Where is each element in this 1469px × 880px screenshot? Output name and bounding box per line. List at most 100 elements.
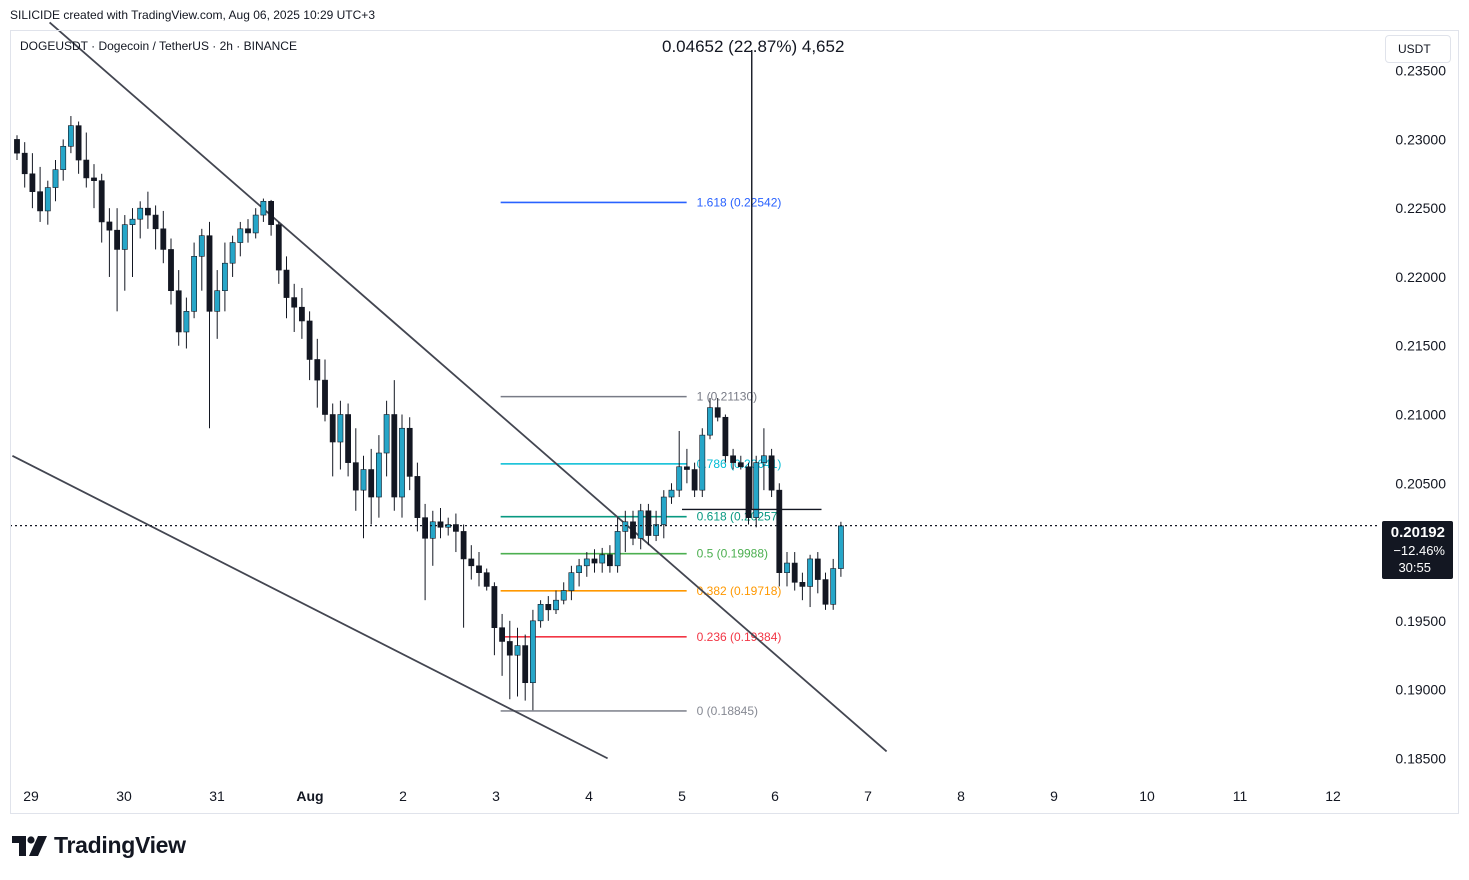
candle-down: [314, 359, 321, 381]
candle-up: [260, 201, 267, 216]
candle-down: [291, 297, 298, 308]
bar-countdown: 30:55: [1398, 560, 1431, 575]
candle-down: [606, 554, 613, 567]
fib-level-label: 0.5 (0.19988): [697, 547, 768, 561]
time-tick-label: 4: [585, 788, 593, 804]
candle-down: [522, 645, 529, 684]
price-tick-label: 0.23000: [1395, 131, 1446, 147]
time-axis[interactable]: 29 30 31 Aug 2 3 4 5 6 7 8 9 10 11 12: [23, 788, 1341, 804]
fib-level-label: 1 (0.21130): [697, 390, 758, 404]
candle-up: [52, 169, 59, 188]
candle-up: [807, 558, 813, 587]
candle-up: [614, 531, 621, 567]
candle-down: [468, 558, 475, 567]
price-tick-label: 0.21000: [1395, 407, 1446, 423]
candle-down: [776, 489, 783, 573]
candle-down: [29, 173, 36, 192]
candle-down: [98, 180, 105, 223]
candle-up: [753, 462, 760, 518]
candle-down: [145, 207, 151, 216]
upper-trendline[interactable]: [49, 21, 888, 753]
price-tick-label: 0.22500: [1395, 200, 1446, 216]
candle-down: [691, 469, 698, 491]
candle-down: [499, 627, 505, 642]
price-tick-label: 0.19500: [1395, 613, 1446, 629]
candle-down: [322, 379, 328, 415]
time-tick-label: 9: [1050, 788, 1058, 804]
candle-down: [21, 152, 28, 175]
candle-up: [375, 452, 382, 498]
tradingview-logo-icon: [12, 835, 47, 856]
candle-down: [168, 249, 174, 292]
candle-down: [799, 582, 806, 587]
candle-up: [583, 558, 590, 567]
candle-up: [229, 242, 236, 264]
candle-up: [637, 510, 644, 539]
candle-up: [222, 262, 228, 292]
candle-down: [406, 427, 413, 477]
candle-up: [560, 590, 567, 601]
candle-down: [730, 455, 736, 463]
price-tick-label: 0.22000: [1395, 269, 1446, 285]
candle-down: [683, 466, 690, 470]
tradingview-logo[interactable]: TradingView: [12, 832, 186, 859]
candle-up: [537, 604, 544, 622]
candle-down: [491, 586, 498, 628]
candle-down: [714, 407, 721, 418]
time-tick-label: Aug: [296, 788, 323, 804]
fib-level-label: 0 (0.18845): [697, 704, 758, 718]
candle-down: [206, 235, 213, 312]
candle-down: [591, 558, 598, 564]
price-tick-label: 0.21500: [1395, 338, 1446, 354]
chart-frame: [10, 30, 1459, 814]
candle-down: [283, 269, 290, 298]
price-range-measure[interactable]: [10, 50, 1380, 527]
candle-down: [437, 521, 444, 528]
candle-down: [352, 462, 359, 491]
time-tick-label: 7: [864, 788, 872, 804]
candle-up: [198, 235, 205, 257]
fib-level-label: 0.382 (0.19718): [697, 584, 782, 598]
candle-down: [114, 229, 120, 250]
candle-up: [214, 290, 221, 312]
candle-down: [14, 139, 20, 154]
candle-down: [460, 531, 467, 560]
currency-selector[interactable]: USDT: [1385, 35, 1451, 63]
candle-down: [175, 290, 182, 333]
lower-trendline[interactable]: [11, 454, 609, 760]
candle-down: [483, 572, 490, 587]
candle-up: [121, 224, 128, 250]
time-tick-label: 10: [1139, 788, 1155, 804]
candle-down: [476, 565, 482, 573]
candle-up: [383, 414, 390, 454]
candle-down: [822, 579, 829, 605]
candle-down: [645, 510, 652, 536]
candle-down: [152, 214, 159, 230]
price-tick-label: 0.18500: [1395, 750, 1446, 766]
attribution-text: SILICIDE created with TradingView.com, A…: [10, 8, 375, 22]
last-price-badge: 0.20192 −12.46% 30:55: [1382, 521, 1453, 579]
candle-down: [791, 562, 798, 583]
price-tick-label: 0.19000: [1395, 682, 1446, 698]
candle-up: [429, 521, 436, 539]
candle-down: [768, 455, 775, 491]
candle-down: [422, 517, 428, 539]
candle-down: [630, 521, 636, 539]
candle-up: [707, 407, 713, 436]
time-tick-label: 29: [23, 788, 39, 804]
candle-down: [298, 306, 305, 322]
time-tick-label: 2: [399, 788, 407, 804]
candle-down: [83, 159, 90, 179]
candle-up: [660, 496, 667, 525]
candle-up: [60, 145, 67, 170]
candle-up: [137, 207, 144, 220]
candle-up: [399, 427, 405, 498]
candle-up: [183, 311, 190, 333]
trendlines[interactable]: [11, 21, 888, 760]
candle-up: [676, 466, 683, 491]
time-tick-label: 11: [1233, 788, 1248, 804]
candle-up: [760, 455, 767, 463]
tradingview-logo-text: TradingView: [54, 832, 186, 858]
symbol-legend[interactable]: DOGEUSDT · Dogecoin / TetherUS · 2h · BI…: [20, 39, 297, 53]
